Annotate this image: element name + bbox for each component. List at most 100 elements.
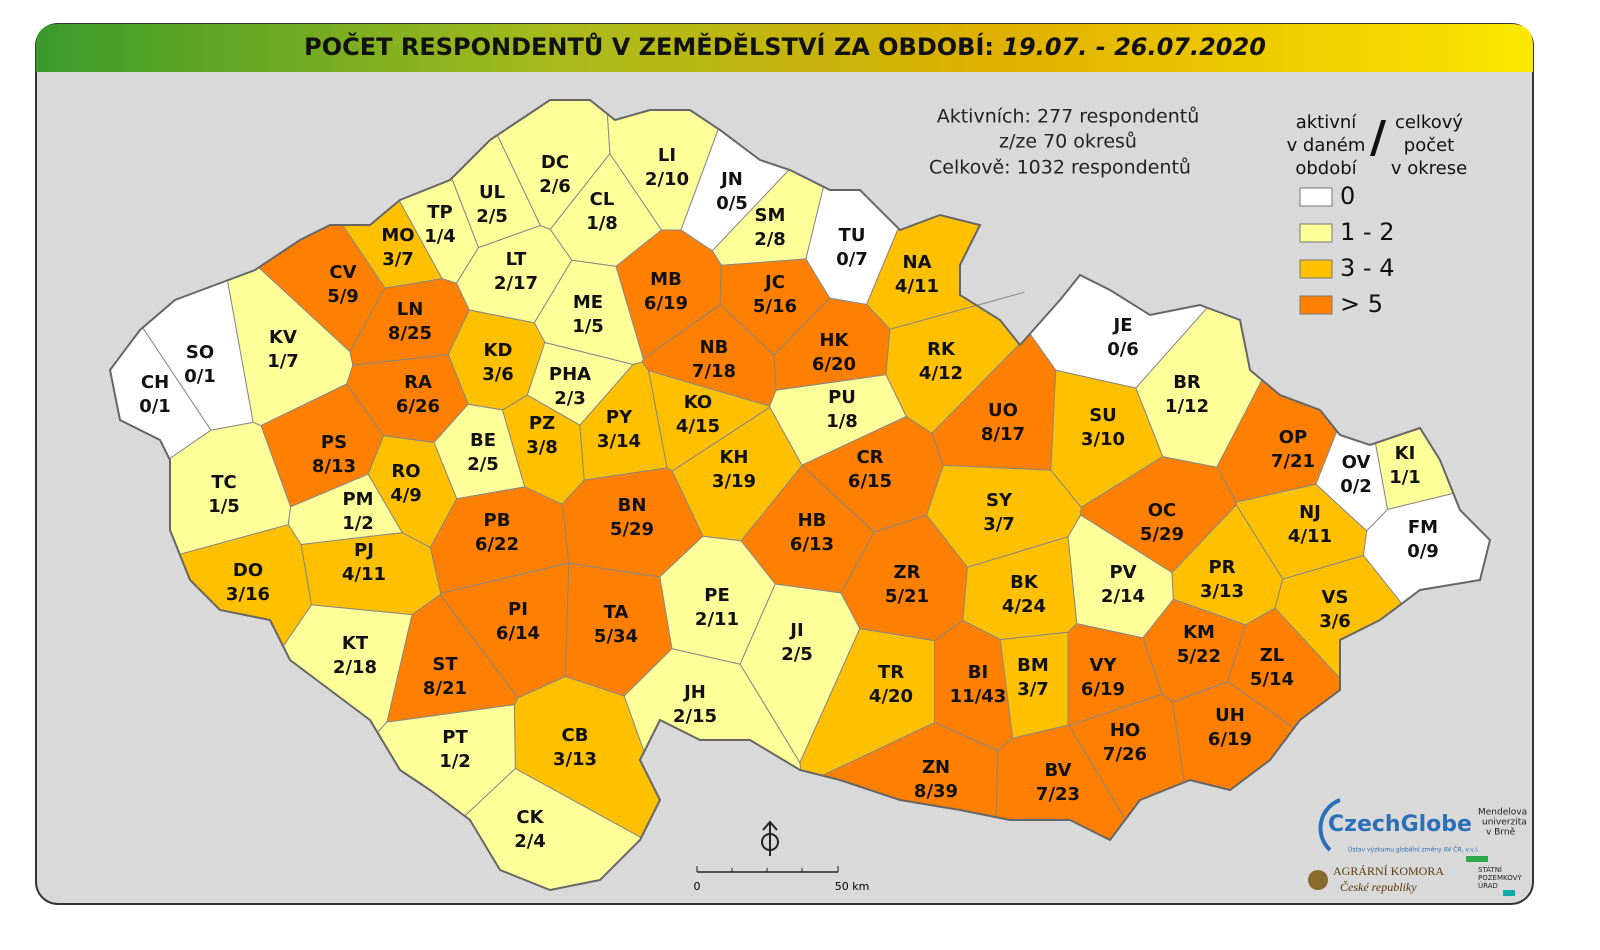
- district-count: 6/19: [1081, 679, 1125, 700]
- district-code: KD: [484, 340, 513, 361]
- district-count: 3/14: [597, 431, 641, 452]
- info-line: Aktivních: 277 respondentů: [937, 106, 1200, 128]
- district-code: HO: [1110, 720, 1140, 741]
- district-code: KI: [1395, 443, 1416, 464]
- district-count: 8/13: [312, 456, 356, 477]
- legend-swatch: [1299, 187, 1333, 207]
- district-count: 3/10: [1081, 429, 1125, 450]
- district-count: 2/6: [539, 176, 571, 197]
- district-count: 5/29: [1140, 524, 1184, 545]
- district-count: 3/7: [1017, 679, 1049, 700]
- district-code: BM: [1017, 655, 1049, 676]
- district-count: 1/5: [208, 496, 240, 517]
- district-count: 1/7: [267, 351, 299, 372]
- district-code: TC: [211, 472, 237, 493]
- country-border: [108, 99, 1492, 892]
- district-code: SY: [986, 490, 1013, 511]
- districts: [108, 99, 1492, 892]
- district-count: 6/19: [644, 293, 688, 314]
- district-code: CR: [856, 447, 883, 468]
- district-code: RK: [927, 339, 956, 360]
- district-code: BI: [968, 662, 988, 683]
- district-count: 3/16: [226, 584, 270, 605]
- legend-heading: celkový: [1395, 112, 1463, 133]
- header-bar: [36, 24, 1533, 72]
- district-code: LI: [658, 145, 676, 166]
- district-count: 3/19: [712, 471, 756, 492]
- legend-heading: v okrese: [1391, 158, 1467, 179]
- district-count: 2/17: [494, 273, 538, 294]
- district-count: 3/8: [526, 437, 558, 458]
- district-code: VY: [1090, 655, 1118, 676]
- district-count: 2/18: [333, 657, 377, 678]
- district-count: 0/7: [836, 249, 868, 270]
- district-count: 6/26: [396, 396, 440, 417]
- district-count: 0/1: [139, 396, 171, 417]
- district-code: ZN: [922, 757, 950, 778]
- district-count: 1/12: [1165, 396, 1209, 417]
- district-code: TU: [839, 225, 866, 246]
- logo-agrarni: AGRÁRNÍ KOMORA: [1333, 864, 1444, 878]
- district-code: UL: [479, 182, 505, 203]
- scale-label: 50 km: [835, 880, 870, 893]
- district-count: 1/2: [342, 513, 374, 534]
- district-code: PU: [828, 387, 856, 408]
- district-code: BK: [1010, 572, 1039, 593]
- district-code: BN: [618, 495, 647, 516]
- district-code: NJ: [1299, 502, 1321, 523]
- district-count: 2/3: [554, 388, 586, 409]
- district-code: UH: [1215, 705, 1245, 726]
- district-count: 4/20: [869, 686, 913, 707]
- district-code: TA: [604, 602, 629, 623]
- district-count: 2/5: [476, 206, 508, 227]
- district-count: 4/12: [919, 363, 963, 384]
- district-code: BV: [1045, 760, 1072, 781]
- district-count: 1/8: [826, 411, 858, 432]
- district-code: JE: [1112, 315, 1133, 336]
- district-count: 7/21: [1271, 451, 1315, 472]
- district-code: DC: [541, 152, 569, 173]
- district-code: SM: [755, 205, 786, 226]
- district-count: 11/43: [950, 686, 1007, 707]
- district-code: CV: [329, 262, 356, 283]
- district-count: 6/13: [790, 534, 834, 555]
- district-count: 4/11: [895, 276, 939, 297]
- district-code: SO: [186, 342, 214, 363]
- district-code: SU: [1089, 405, 1117, 426]
- district-count: 5/34: [594, 626, 638, 647]
- north-arrow: [761, 820, 779, 856]
- legend-label: > 5: [1340, 290, 1383, 318]
- district-code: KV: [269, 327, 297, 348]
- district-code: PJ: [354, 540, 374, 561]
- district-code: TR: [878, 662, 904, 683]
- district-count: 0/6: [1107, 339, 1139, 360]
- logo-mendelu: univerzita: [1482, 818, 1527, 828]
- district-count: 7/18: [692, 361, 736, 382]
- district-code: RA: [404, 372, 432, 393]
- district-count: 8/21: [423, 678, 467, 699]
- district-code: FM: [1408, 517, 1438, 538]
- district-count: 5/21: [885, 586, 929, 607]
- district-code: PY: [606, 407, 633, 428]
- scale-bar: [696, 866, 839, 873]
- legend-label: 3 - 4: [1340, 254, 1394, 282]
- district-count: 5/14: [1250, 669, 1294, 690]
- legend-label: 0: [1340, 182, 1355, 210]
- district-code: PR: [1208, 557, 1235, 578]
- district-count: 6/15: [848, 471, 892, 492]
- logo-spu: POZEMKOVÝ: [1478, 873, 1522, 882]
- district-count: 1/2: [439, 751, 471, 772]
- district-code: ZR: [894, 562, 921, 583]
- district-count: 5/29: [610, 519, 654, 540]
- logo-czechglobe: CzechGlobe: [1328, 812, 1472, 837]
- logo-spu-mark: [1503, 890, 1515, 896]
- district-code: JC: [763, 272, 785, 293]
- district-code: RO: [391, 461, 420, 482]
- district-code: DO: [233, 560, 263, 581]
- district-code: KM: [1183, 622, 1215, 643]
- district-count: 4/9: [390, 485, 422, 506]
- logo-mendelu: Mendelova: [1478, 808, 1527, 818]
- district-code: NB: [700, 337, 729, 358]
- district-count: 2/4: [514, 831, 546, 852]
